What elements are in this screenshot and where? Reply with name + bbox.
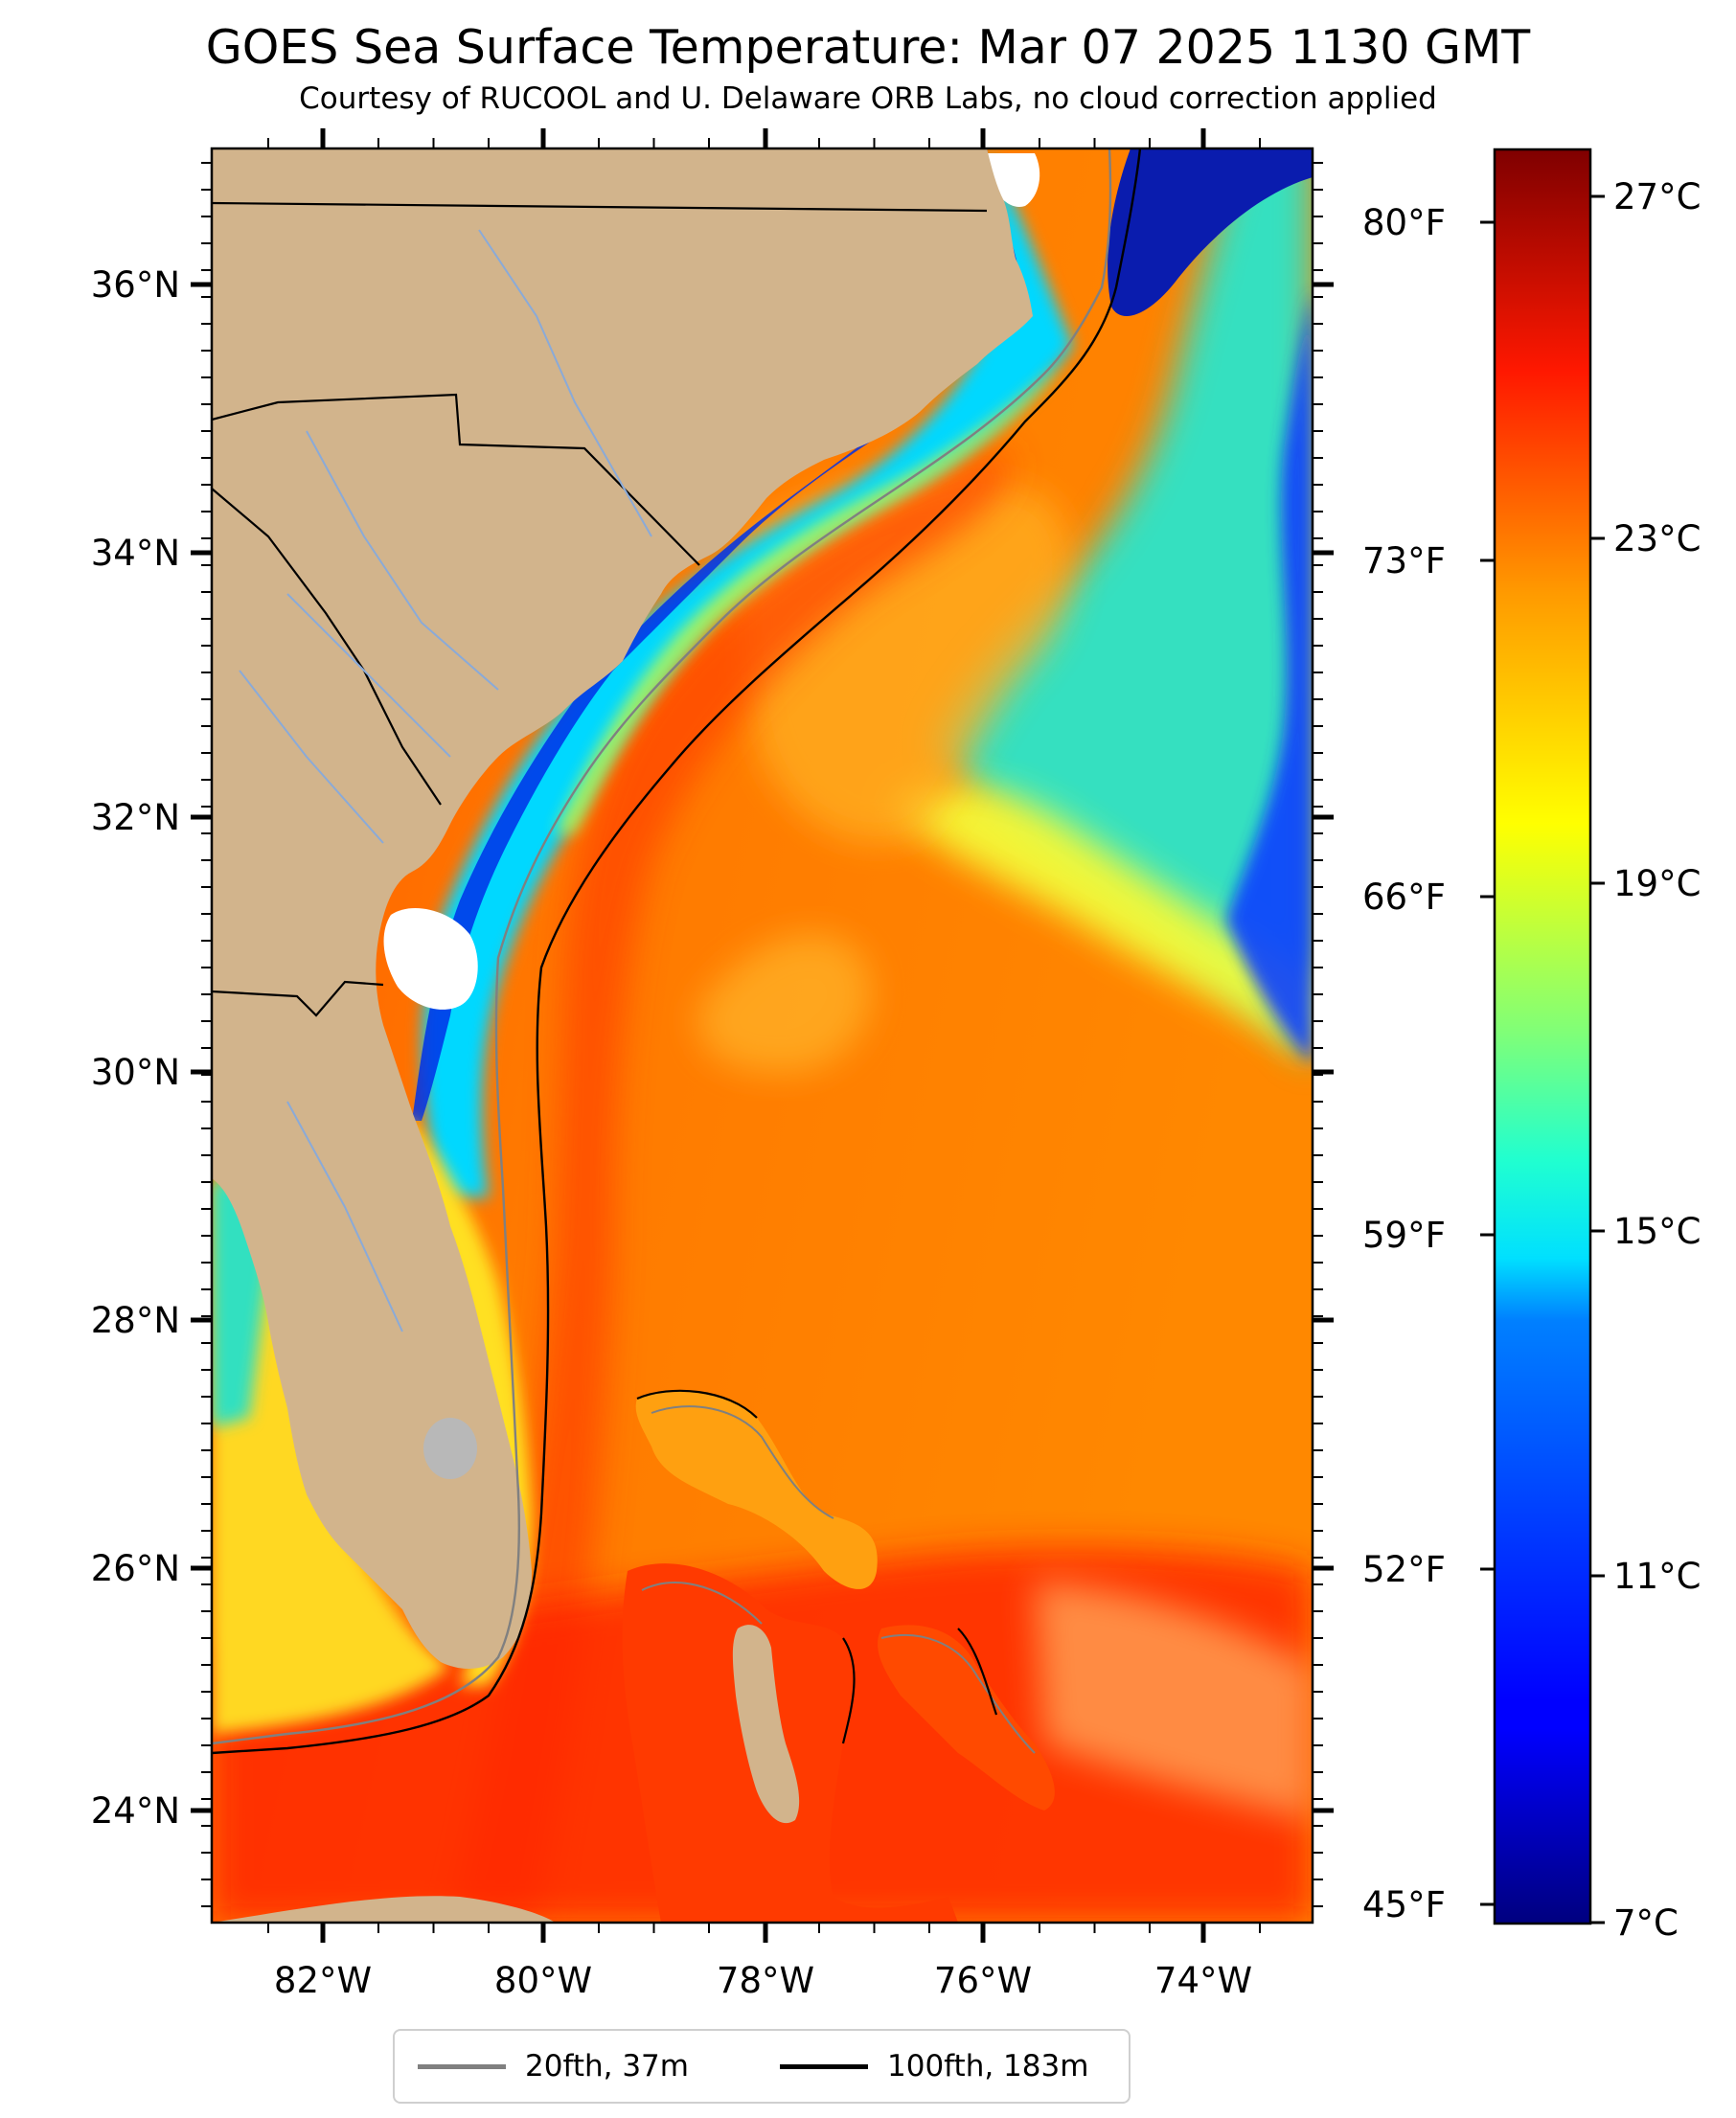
left-ticks xyxy=(191,282,212,1813)
fahrenheit-label-52: 52°F xyxy=(1362,1549,1446,1590)
colorbar-fahrenheit-ticks xyxy=(1480,220,1495,1906)
cloud-georgia-coast xyxy=(383,907,478,1010)
fahrenheit-label-45: 45°F xyxy=(1362,1884,1446,1925)
lon-label-82: 82°W xyxy=(274,1960,372,2001)
isobath-legend: 20fth, 37m 100fth, 183m xyxy=(393,2029,1131,2104)
right-ticks xyxy=(1313,282,1334,1813)
lat-label-32: 32°N xyxy=(91,797,180,838)
cold-water-far-east xyxy=(1226,287,1313,1063)
isobath-bahamas xyxy=(641,1405,1036,1754)
map-title: GOES Sea Surface Temperature: Mar 07 202… xyxy=(205,20,1531,75)
fahrenheit-label-80: 80°F xyxy=(1362,202,1446,243)
bahamas-little-bank xyxy=(635,1390,878,1589)
bahamas-great-bank xyxy=(622,1563,958,1923)
cold-water-northeast-corner xyxy=(1108,148,1313,316)
sst-map xyxy=(212,148,1313,1923)
isobath-100fth xyxy=(212,148,1142,1755)
lon-label-78: 78°W xyxy=(717,1960,814,2001)
coastline-bahamas xyxy=(636,1389,998,1744)
celsius-label-19: 19°C xyxy=(1613,863,1701,904)
celsius-label-7: 7°C xyxy=(1613,1902,1679,1944)
land-southeast-us xyxy=(212,148,1033,1669)
state-borders xyxy=(212,201,988,1017)
lat-label-34: 34°N xyxy=(91,533,180,574)
map-frame xyxy=(210,147,1314,1924)
legend-item-100fth: 100fth, 183m xyxy=(780,2031,1088,2102)
celsius-label-11: 11°C xyxy=(1613,1556,1701,1597)
lon-label-74: 74°W xyxy=(1154,1960,1252,2001)
legend-label-100fth: 100fth, 183m xyxy=(887,2049,1089,2084)
fahrenheit-label-59: 59°F xyxy=(1362,1215,1446,1256)
celsius-label-27: 27°C xyxy=(1613,176,1701,217)
rivers xyxy=(239,229,652,1332)
legend-swatch-100fth xyxy=(780,2063,868,2069)
warm-eddy-west xyxy=(697,934,871,1073)
legend-item-20fth: 20fth, 37m xyxy=(418,2031,689,2102)
pale-streaks-southeast xyxy=(1035,1581,1313,1820)
minor-ticks xyxy=(201,138,1323,1933)
colorbar-celsius-ticks xyxy=(1590,194,1605,1924)
lon-label-76: 76°W xyxy=(934,1960,1032,2001)
fahrenheit-label-66: 66°F xyxy=(1362,877,1446,918)
land-andros-island xyxy=(732,1625,800,1824)
land-cuba-edge xyxy=(212,1896,556,1923)
lon-label-80: 80°W xyxy=(494,1960,592,2001)
lat-label-24: 24°N xyxy=(91,1790,180,1832)
yellow-band-east xyxy=(891,784,1313,1054)
legend-label-20fth: 20fth, 37m xyxy=(525,2049,689,2084)
shelf-yellow-north xyxy=(556,364,1063,833)
celsius-label-15: 15°C xyxy=(1613,1211,1701,1252)
fahrenheit-label-73: 73°F xyxy=(1362,540,1446,581)
lat-label-36: 36°N xyxy=(91,264,180,306)
lat-label-28: 28°N xyxy=(91,1300,180,1341)
lat-label-30: 30°N xyxy=(91,1052,180,1093)
isobath-20fth xyxy=(212,148,1112,1745)
lat-label-26: 26°N xyxy=(91,1548,180,1589)
bahamas-east-bank xyxy=(878,1625,1055,1811)
legend-swatch-20fth xyxy=(418,2063,506,2069)
lake-okeechobee xyxy=(423,1418,477,1479)
colorbar xyxy=(1493,148,1592,1925)
celsius-label-23: 23°C xyxy=(1613,518,1701,559)
map-subtitle: Courtesy of RUCOOL and U. Delaware ORB L… xyxy=(299,81,1437,116)
gulf-stream-core xyxy=(450,450,1010,1923)
